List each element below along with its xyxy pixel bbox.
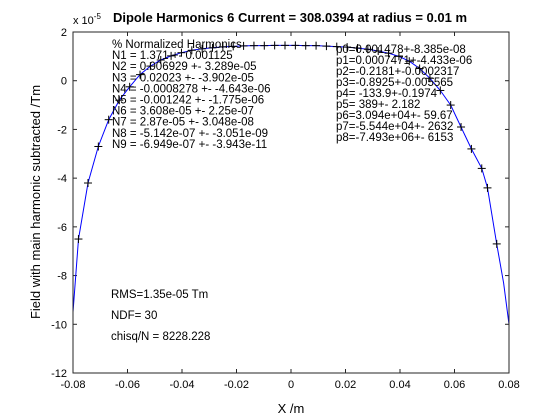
plus-marker (446, 101, 455, 110)
plus-marker (260, 41, 269, 50)
x-tick-label: -0.08 (60, 379, 85, 391)
parameter-line: p2=-0.2181+-0.0002317 (336, 66, 459, 78)
plus-marker (415, 64, 424, 73)
plus-marker (239, 41, 248, 50)
plus-marker (405, 57, 414, 66)
parameter-line: p4= -133.9+-0.1974 (336, 88, 438, 100)
y-tick-label: 2 (61, 27, 67, 39)
statistic-line: chisq/N = 8228.228 (111, 331, 210, 343)
plus-marker (229, 42, 238, 51)
parameter-line: p5= 389+- 2.182 (336, 99, 420, 111)
plus-marker (187, 46, 196, 55)
parameter-line: p0=0.001478+-8.385e-08 (336, 44, 466, 56)
data-markers (74, 41, 501, 248)
x-tick-label: 0.02 (335, 379, 356, 391)
x-tick-label: 0.04 (389, 379, 410, 391)
x-tick-label: -0.04 (169, 379, 194, 391)
plus-marker (115, 96, 124, 105)
fit-statistics-text: RMS=1.35e-05 Tm NDF= 30 chisq/N = 8228.228 (111, 289, 210, 343)
plus-marker (394, 52, 403, 61)
plus-marker (425, 74, 434, 83)
parameter-line: p1=0.0007471+-4.433e-06 (336, 55, 472, 67)
x-tick-label: 0 (288, 379, 294, 391)
x-axis-label: X /m (278, 401, 305, 416)
plus-marker (136, 70, 145, 79)
y-exponent-label: x 10-5 (73, 12, 101, 27)
harmonic-line: N2 = 0.006929 +- 3.289e-05 (112, 61, 257, 73)
harmonic-line: N8 = -5.142e-07 +- -3.051e-09 (112, 128, 268, 140)
parameter-line: p3=-0.8925+-0.005565 (336, 77, 453, 89)
plus-marker (457, 122, 466, 131)
y-tick-label: -8 (57, 271, 67, 283)
plus-marker (312, 41, 321, 50)
harmonic-line: N4 = -0.0008278 +- -4.643e-06 (112, 83, 271, 95)
plot-area (73, 32, 509, 373)
plus-marker (477, 164, 486, 173)
plus-marker (353, 44, 362, 53)
plus-marker (363, 45, 372, 54)
harmonic-line: N5 = -0.001242 +- -1.775e-06 (112, 95, 264, 107)
axis-ticks: -0.08 -0.06 -0.04 -0.02 0 0.02 0.04 0.06 0.08 -12… (51, 27, 520, 391)
plus-marker (94, 142, 103, 151)
plus-marker (218, 42, 227, 51)
y-tick-label: -4 (57, 173, 67, 185)
parameter-line: p6=3.094e+04+- 59.67 (336, 110, 453, 122)
plus-marker (125, 82, 134, 91)
plus-marker (270, 41, 279, 50)
harmonic-line: N3 = 0.02023 +- -3.902e-05 (112, 72, 254, 84)
parameter-line: p8=-7.493e+06+- 6153 (336, 132, 453, 144)
plus-marker (249, 41, 258, 50)
y-tick-label: -12 (51, 368, 67, 380)
harmonic-line: % Normalized Harmonics (112, 39, 242, 51)
y-tick-label: -2 (57, 124, 67, 136)
y-tick-label: 0 (61, 76, 67, 88)
y-tick-label: -6 (57, 222, 67, 234)
statistic-line: NDF= 30 (111, 310, 157, 322)
plus-marker (208, 43, 217, 52)
chart-title: Dipole Harmonics 6 Current = 308.0394 at… (113, 10, 467, 25)
plus-marker (436, 86, 445, 95)
parameter-line: p7=-5.544e+04+- 2632 (336, 121, 453, 133)
plus-marker (467, 144, 476, 153)
x-tick-label: -0.06 (115, 379, 140, 391)
plus-marker (384, 49, 393, 58)
plus-marker (281, 41, 290, 50)
plot-frame (72, 31, 510, 374)
plus-marker (167, 51, 176, 60)
statistic-line: RMS=1.35e-05 Tm (111, 289, 208, 301)
plus-marker (492, 239, 501, 248)
plus-marker (104, 115, 113, 124)
x-tick-label: 0.08 (498, 379, 519, 391)
plus-marker (322, 42, 331, 51)
plus-marker (177, 48, 186, 57)
x-tick-label: -0.02 (224, 379, 249, 391)
y-tick-label: -10 (51, 319, 67, 331)
plus-marker (483, 183, 492, 192)
x-tick-label: 0.06 (444, 379, 465, 391)
plus-marker (74, 235, 83, 244)
plus-marker (83, 179, 92, 188)
plus-marker (301, 41, 310, 50)
y-axis-label: Field with main harmonic subtracted /Tm (28, 85, 43, 319)
plus-marker (156, 56, 165, 65)
harmonic-line: N9 = -6.949e-07 +- -3.943e-11 (112, 139, 267, 151)
plus-marker (291, 41, 300, 50)
harmonic-line: N7 = 2.87e-05 +- 3.048e-08 (112, 117, 254, 129)
harmonic-line: N6 = 3.608e-05 +- 2.25e-07 (112, 106, 254, 118)
plus-marker (374, 46, 383, 55)
fit-parameters-text: p0=0.001478+-8.385e-08p1=0.0007471+-4.43… (336, 44, 472, 144)
plus-marker (198, 44, 207, 53)
plus-marker (332, 42, 341, 51)
plus-marker (146, 62, 155, 71)
harmonic-line: N1 = 1.371 +- 0.001125 (112, 50, 233, 62)
plus-marker (343, 43, 352, 52)
